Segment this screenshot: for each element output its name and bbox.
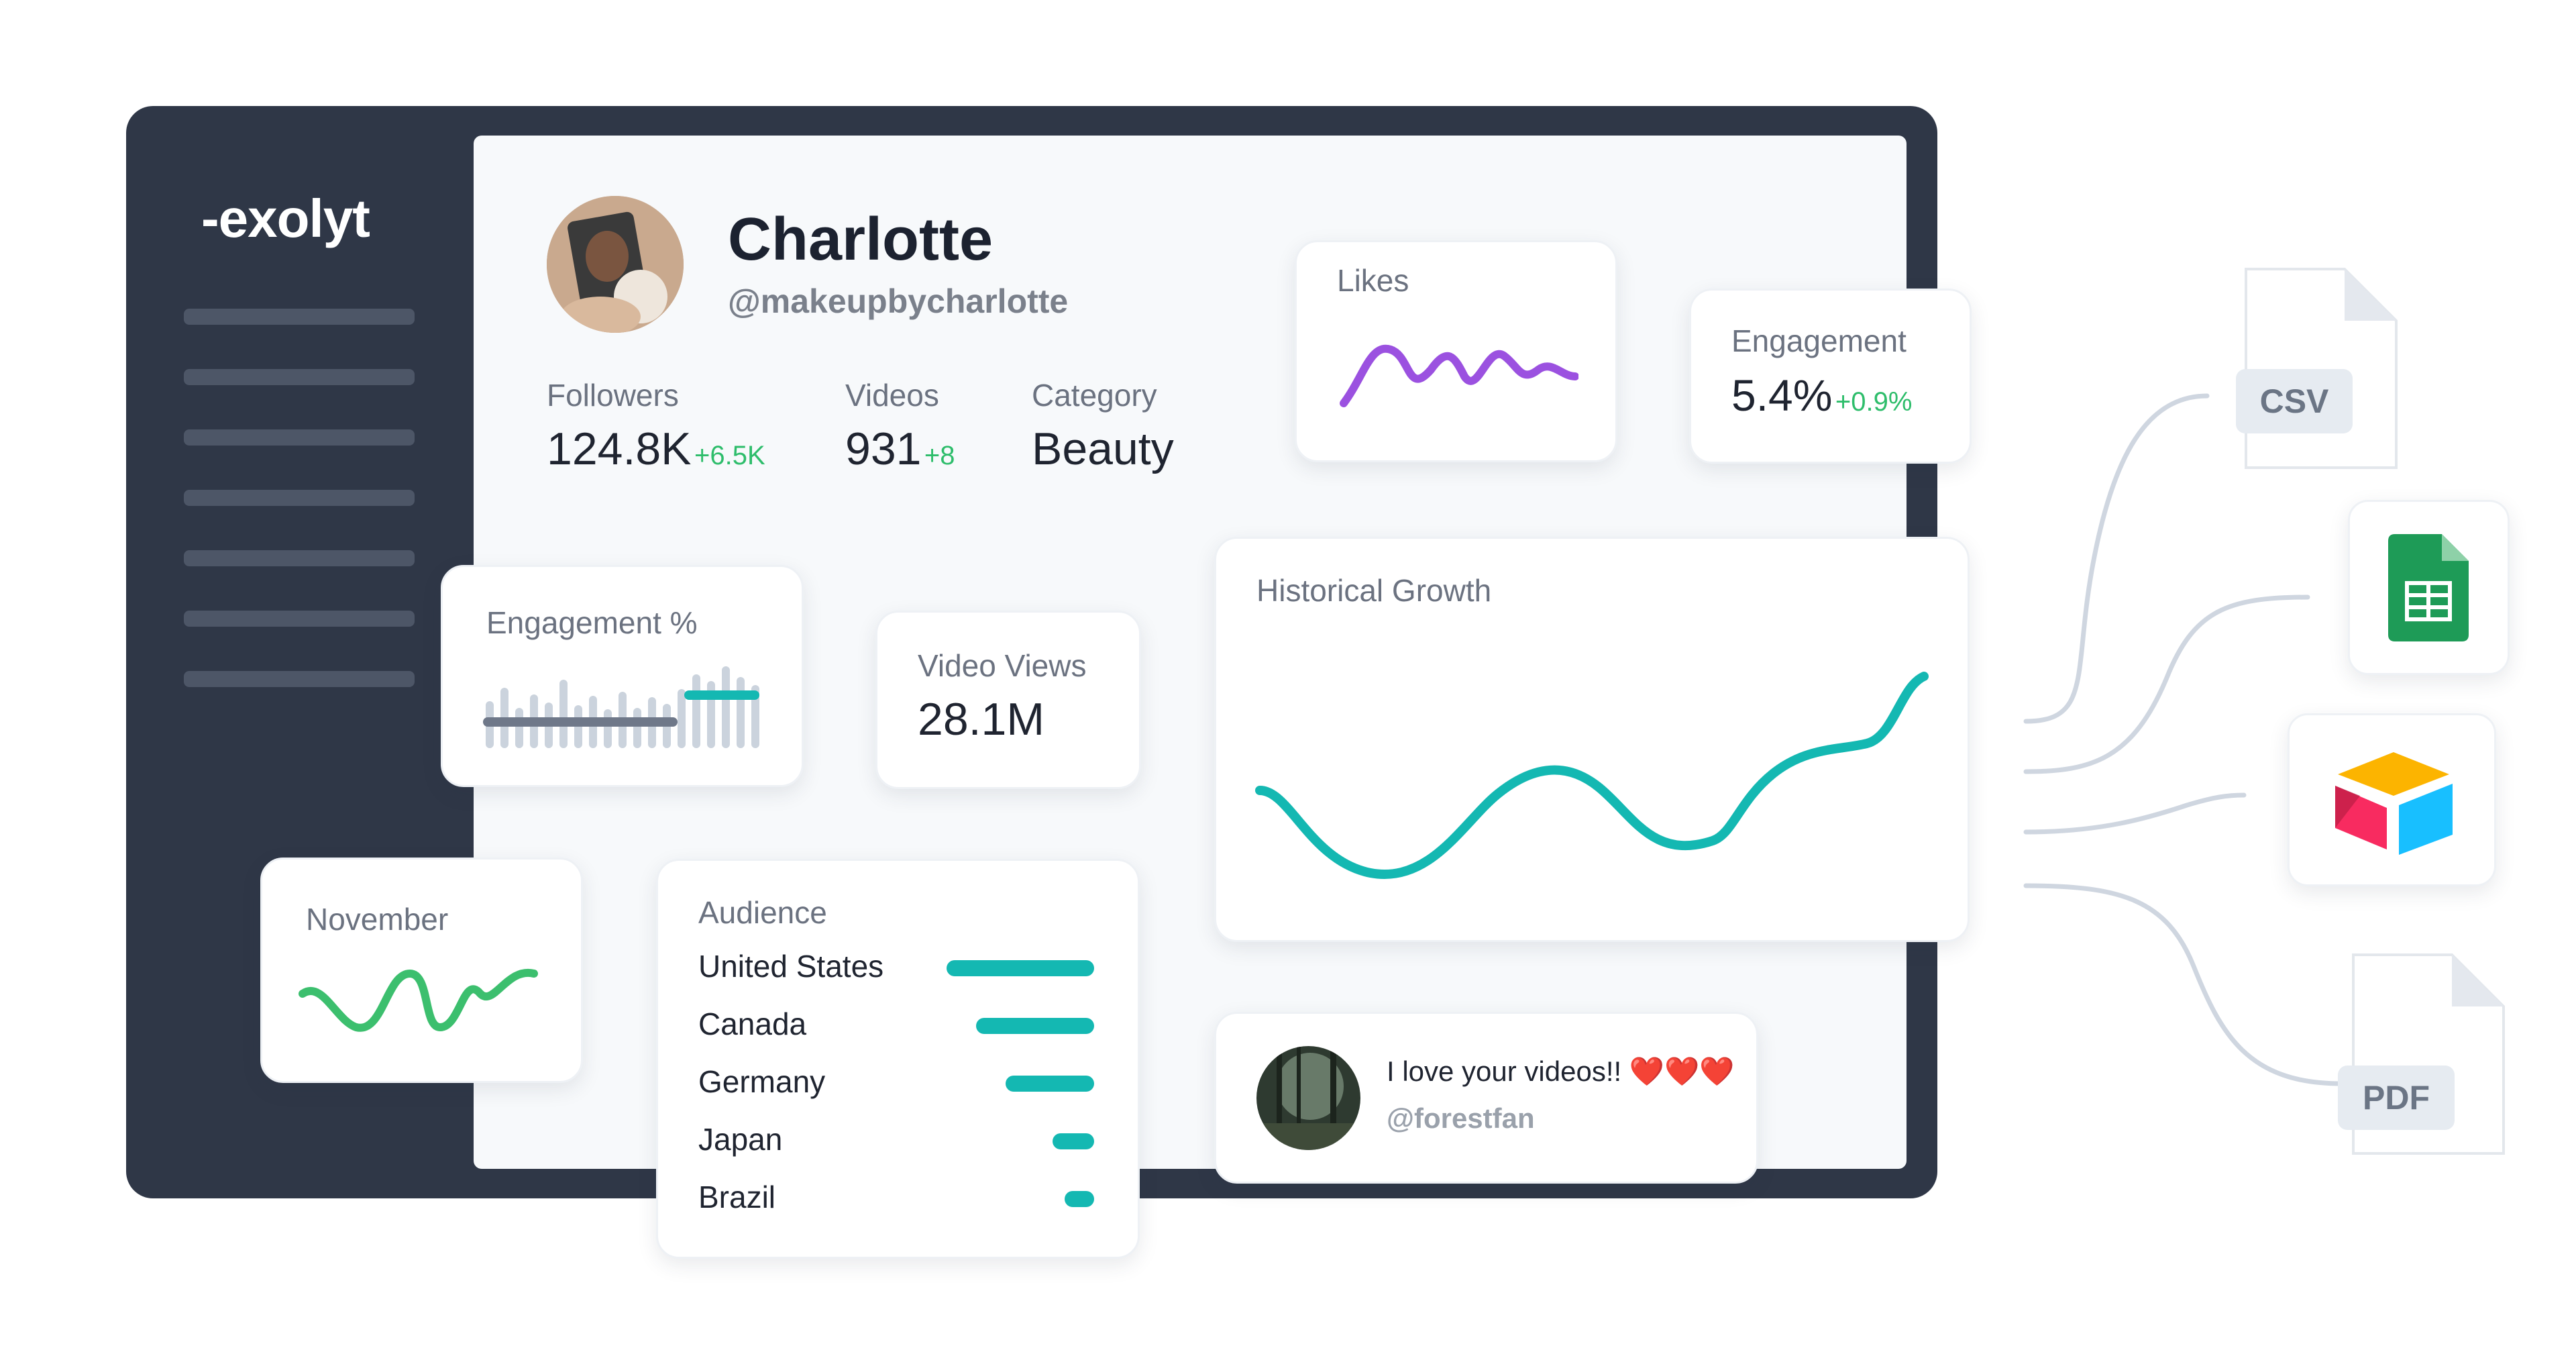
- audience-title: Audience: [698, 895, 827, 930]
- sidebar-nav-item-7[interactable]: [184, 671, 415, 687]
- csv-export[interactable]: CSV: [2236, 267, 2398, 470]
- google-sheets-export[interactable]: [2348, 500, 2510, 675]
- engagement-percent-title: Engagement %: [486, 605, 698, 640]
- comment-author: @forestfan: [1387, 1102, 1535, 1134]
- stat-videos-value: 931: [845, 423, 922, 474]
- engagement-percent-chart: [483, 666, 759, 748]
- audience-country: Canada: [698, 1006, 807, 1041]
- likes-card[interactable]: Likes: [1295, 240, 1617, 462]
- stat-followers: 124.8K +6.5K: [547, 423, 765, 475]
- stat-videos: 931 +8: [845, 423, 955, 475]
- stat-videos-label: Videos: [845, 378, 939, 413]
- airtable-icon: [2335, 752, 2453, 855]
- engagement-delta: +0.9%: [1835, 387, 1913, 417]
- stat-category-value: Beauty: [1032, 423, 1174, 474]
- stat-videos-delta: +8: [924, 441, 955, 470]
- video-views-card[interactable]: Video Views 28.1M: [875, 611, 1141, 789]
- audience-country: Brazil: [698, 1180, 776, 1214]
- audience-row: Germany: [698, 1064, 1094, 1104]
- pdf-badge: PDF: [2338, 1066, 2455, 1130]
- audience-country: Germany: [698, 1064, 826, 1099]
- audience-card[interactable]: Audience United States Canada Germany Ja…: [656, 859, 1140, 1259]
- likes-title: Likes: [1337, 263, 1409, 298]
- profile-handle: @makeupbycharlotte: [728, 282, 1069, 320]
- sidebar-nav-item-2[interactable]: [184, 369, 415, 385]
- audience-bar-track: [947, 1191, 1094, 1207]
- profile-avatar: [547, 196, 684, 333]
- historical-growth-title: Historical Growth: [1256, 573, 1492, 608]
- video-views-value: 28.1M: [918, 694, 1044, 745]
- audience-bar-track: [947, 1076, 1094, 1092]
- sidebar-nav-item-4[interactable]: [184, 490, 415, 506]
- sidebar-nav-item-3[interactable]: [184, 429, 415, 446]
- sidebar-nav-item-1[interactable]: [184, 309, 415, 325]
- historical-growth-card[interactable]: Historical Growth: [1214, 537, 1970, 942]
- stat-followers-label: Followers: [547, 378, 679, 413]
- engagement-metric: 5.4% +0.9%: [1731, 370, 1912, 421]
- audience-list: United States Canada Germany Japan Brazi…: [698, 948, 1094, 1237]
- audience-row: Japan: [698, 1121, 1094, 1161]
- video-views-title: Video Views: [918, 648, 1087, 683]
- profile-name: Charlotte: [728, 206, 994, 273]
- comment-card[interactable]: I love your videos!! ❤️❤️❤️ @forestfan: [1214, 1012, 1758, 1184]
- audience-bar: [976, 1018, 1094, 1034]
- comment-text: I love your videos!! ❤️❤️❤️: [1387, 1055, 1735, 1087]
- audience-country: United States: [698, 949, 884, 984]
- stat-followers-delta: +6.5K: [694, 441, 765, 470]
- csv-file-icon: [2245, 268, 2398, 469]
- november-title: November: [306, 902, 449, 937]
- november-sparkline: [299, 968, 538, 1032]
- engagement-card[interactable]: Engagement 5.4% +0.9%: [1689, 289, 1972, 464]
- export-connectors: [2023, 393, 2344, 1086]
- audience-row: Canada: [698, 1006, 1094, 1046]
- likes-sparkline: [1340, 344, 1578, 407]
- exolyt-logo: -exolyt: [201, 189, 370, 248]
- audience-bar: [947, 960, 1094, 976]
- csv-badge: CSV: [2236, 369, 2353, 433]
- sidebar-nav-item-5[interactable]: [184, 550, 415, 566]
- audience-bar-track: [947, 1133, 1094, 1149]
- audience-bar: [1053, 1133, 1094, 1149]
- commenter-avatar: [1256, 1046, 1360, 1150]
- airtable-export[interactable]: [2288, 713, 2496, 886]
- engagement-percent-card[interactable]: Engagement %: [441, 565, 804, 787]
- audience-bar: [1065, 1191, 1094, 1207]
- pdf-export[interactable]: PDF: [2338, 953, 2506, 1155]
- sidebar-nav-item-6[interactable]: [184, 611, 415, 627]
- audience-bar-track: [947, 960, 1094, 976]
- audience-row: Brazil: [698, 1179, 1094, 1219]
- google-sheets-icon: [2388, 534, 2469, 641]
- audience-row: United States: [698, 948, 1094, 988]
- historical-growth-line: [1255, 672, 1929, 879]
- engagement-value: 5.4%: [1731, 370, 1833, 420]
- stat-category-label: Category: [1032, 378, 1157, 413]
- audience-country: Japan: [698, 1122, 783, 1157]
- audience-bar-track: [947, 1018, 1094, 1034]
- engagement-title: Engagement: [1731, 323, 1907, 358]
- audience-bar: [1006, 1076, 1094, 1092]
- november-card[interactable]: November: [260, 858, 583, 1083]
- stat-followers-value: 124.8K: [547, 423, 692, 474]
